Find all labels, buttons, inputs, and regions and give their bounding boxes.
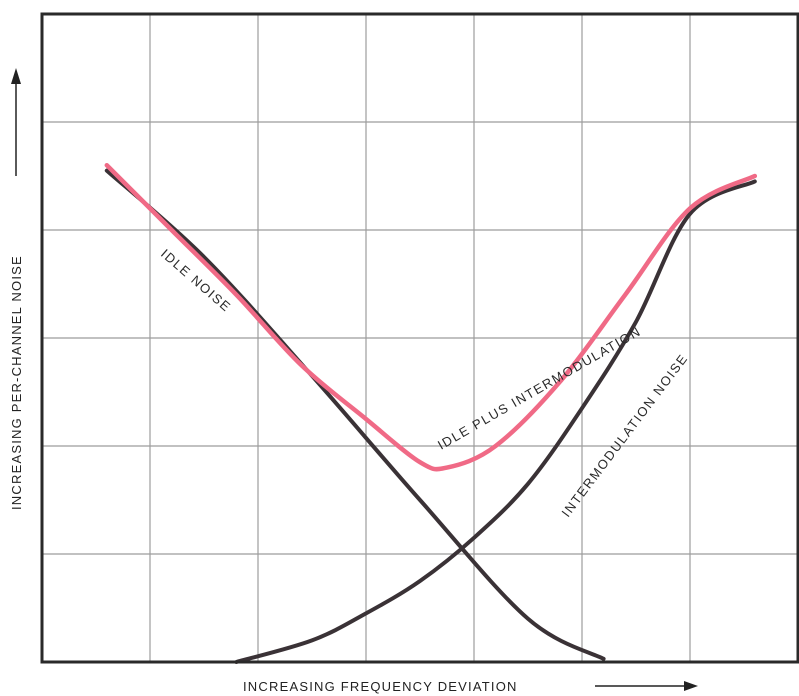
plot-frame xyxy=(40,12,799,664)
y-axis-arrow xyxy=(11,68,21,176)
x-axis-arrow xyxy=(595,681,698,691)
x-axis-label: INCREASING FREQUENCY DEVIATION xyxy=(243,679,518,694)
series-line-intermodulation-noise xyxy=(234,179,757,664)
label-intermodulation-noise: INTERMODULATION NOISE xyxy=(558,351,691,520)
series-line-idle-noise xyxy=(104,168,606,661)
curves xyxy=(104,162,758,664)
grid xyxy=(42,14,798,662)
y-axis-label: INCREASING PER-CHANNEL NOISE xyxy=(9,255,24,510)
label-idle-plus-intermodulation: IDLE PLUS INTERMODULATION xyxy=(435,323,644,452)
series-line-idle-plus-intermodulation xyxy=(104,162,758,472)
